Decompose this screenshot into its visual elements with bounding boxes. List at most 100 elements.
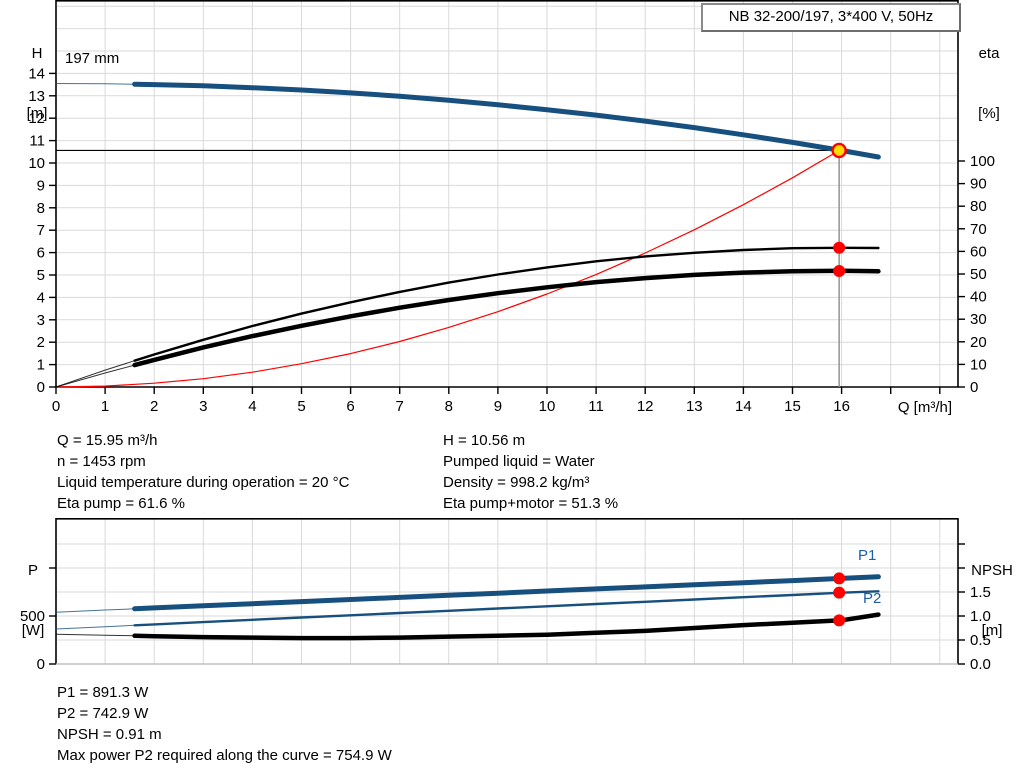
x-tick-label: 9	[494, 398, 502, 415]
h-axis-name: H	[31, 45, 43, 62]
npsh-axis-name: NPSH	[971, 562, 1013, 579]
x-tick-label: 3	[199, 398, 207, 415]
p-axis-title: P [W]	[12, 521, 54, 681]
p2-curve-label: P2	[863, 590, 882, 607]
x-tick-label: 6	[346, 398, 354, 415]
info-liquid-temperature: Liquid temperature during operation = 20…	[57, 474, 350, 491]
info-eta-pump: Eta pump = 61.6 %	[57, 495, 185, 512]
y-right-tick-label: 60	[970, 243, 987, 260]
y-right-tick-label: 0.0	[970, 656, 991, 673]
y-right-tick-label: 40	[970, 289, 987, 306]
x-tick-label: 13	[686, 398, 703, 415]
y-right-tick-label: 0	[970, 379, 978, 396]
y-right-tick-label: 10	[970, 356, 987, 373]
eta-pump-point	[833, 241, 846, 254]
npsh-axis-title: NPSH [m]	[962, 521, 1022, 681]
npsh-curve	[132, 612, 881, 641]
y-right-tick-label: 90	[970, 176, 987, 193]
x-tick-label: 10	[539, 398, 556, 415]
result-max-p2: Max power P2 required along the curve = …	[57, 747, 392, 764]
x-tick-label: 1	[101, 398, 109, 415]
eta-axis-name: eta	[978, 45, 1000, 62]
x-tick-label: 0	[52, 398, 60, 415]
y-left-tick-label: 6	[37, 245, 45, 262]
npsh-axis-unit: [m]	[981, 622, 1003, 639]
system-curve	[55, 149, 840, 388]
p1-curve-label: P1	[858, 547, 877, 564]
y-left-tick-label: 11	[29, 133, 45, 150]
y-right-tick-label: 70	[970, 221, 987, 238]
head-curve-thin	[55, 83, 136, 85]
y-left-tick-label: 0	[37, 656, 45, 673]
y-right-tick-label: 1.0	[970, 608, 991, 625]
p-axis-unit: [W]	[21, 622, 45, 639]
y-left-tick-label: 10	[28, 155, 45, 172]
eta-pump-curve	[133, 246, 880, 362]
y-left-tick-label: 13	[28, 88, 45, 105]
x-tick-label: 15	[784, 398, 801, 415]
info-pumped-liquid: Pumped liquid = Water	[443, 453, 595, 470]
y-left-tick-label: 12	[28, 110, 45, 127]
result-p1: P1 = 891.3 W	[57, 684, 149, 701]
npsh-curve-thin	[55, 633, 136, 637]
info-speed: n = 1453 rpm	[57, 453, 146, 470]
p2-curve	[133, 590, 880, 627]
head-curve	[132, 81, 881, 160]
eta-pump-curve-thin	[55, 360, 136, 388]
y-left-tick-label: 3	[37, 312, 45, 329]
x-tick-label: 2	[150, 398, 158, 415]
h-axis-unit: [m]	[26, 105, 48, 122]
h-axis-title: H [m]	[16, 4, 58, 164]
duty-p2-point	[833, 586, 846, 599]
x-tick-label: 7	[396, 398, 404, 415]
y-left-tick-label: 5	[37, 267, 45, 284]
eta-pump-motor-point	[833, 265, 846, 278]
x-tick-label: 16	[833, 398, 850, 415]
duty-point	[831, 142, 847, 159]
info-eta-pump-motor: Eta pump+motor = 51.3 %	[443, 495, 619, 512]
p1-curve-thin	[55, 608, 136, 613]
y-right-tick-label: 100	[970, 153, 995, 170]
y-left-tick-label: 14	[28, 65, 45, 82]
y-left-tick-label: 9	[37, 177, 45, 194]
y-left-tick-label: 7	[37, 222, 45, 239]
y-right-tick-label: 0.5	[970, 632, 991, 649]
eta-pump-motor-curve-thin	[55, 364, 136, 388]
x-tick-label: 14	[735, 398, 752, 415]
p1-curve	[132, 574, 881, 612]
x-tick-label: 8	[445, 398, 453, 415]
y-left-tick-label: 1	[37, 357, 45, 374]
p2-curve-thin	[55, 624, 136, 630]
y-right-tick-label: 1.5	[970, 584, 991, 601]
duty-npsh-point	[833, 614, 846, 627]
pump-title-box: NB 32-200/197, 3*400 V, 50Hz	[701, 3, 961, 32]
eta-pump-motor-curve	[132, 268, 881, 368]
info-head: H = 10.56 m	[443, 432, 526, 449]
info-density: Density = 998.2 kg/m³	[443, 474, 590, 491]
y-left-tick-label: 0	[37, 379, 45, 396]
y-left-tick-label: 4	[37, 289, 45, 306]
y-right-tick-label: 20	[970, 334, 987, 351]
x-tick-label: 4	[248, 398, 256, 415]
duty-p1-point	[833, 572, 846, 585]
y-left-tick-label: 2	[37, 334, 45, 351]
eta-axis-title: eta [%]	[963, 4, 1015, 164]
x-tick-label: 12	[637, 398, 654, 415]
y-right-tick-label: 80	[970, 198, 987, 215]
operating-point-info-left: Q = 15.95 m³/h n = 1453 rpm Liquid tempe…	[57, 430, 349, 514]
operating-point-info-right: H = 10.56 m Pumped liquid = Water Densit…	[443, 430, 618, 514]
y-right-tick-label: 50	[970, 266, 987, 283]
y-right-tick-label: 30	[970, 311, 987, 328]
result-info-block: P1 = 891.3 W P2 = 742.9 W NPSH = 0.91 m …	[57, 682, 392, 766]
y-left-tick-label: 500	[20, 608, 45, 625]
eta-axis-unit: [%]	[978, 105, 1000, 122]
result-p2: P2 = 742.9 W	[57, 705, 149, 722]
y-left-tick-label: 8	[37, 200, 45, 217]
x-tick-label: 11	[588, 398, 604, 415]
x-tick-label: 5	[297, 398, 305, 415]
p-axis-name: P	[27, 562, 38, 579]
info-flow: Q = 15.95 m³/h	[57, 432, 158, 449]
result-npsh: NPSH = 0.91 m	[57, 726, 162, 743]
